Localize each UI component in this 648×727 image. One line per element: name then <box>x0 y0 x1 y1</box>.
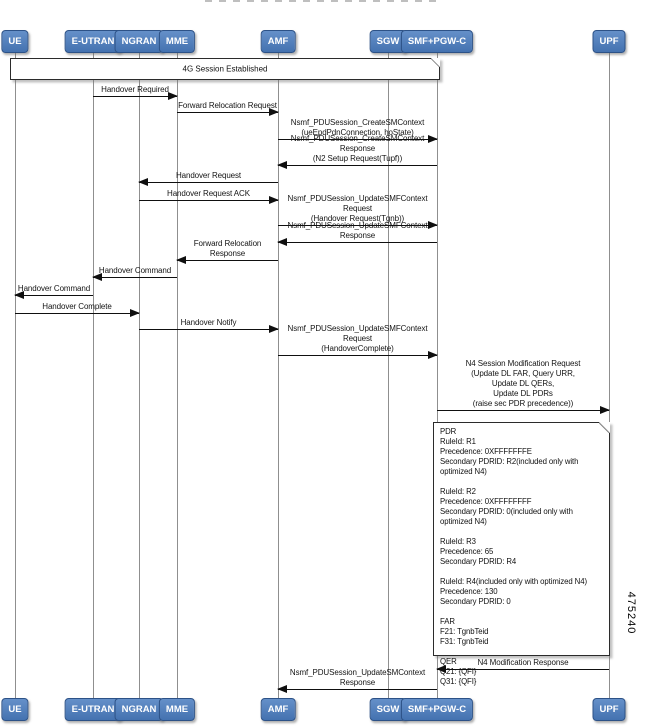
arrowhead-right-icon <box>130 309 140 317</box>
arrowhead-right-icon <box>428 135 438 143</box>
arrowhead-left-icon <box>138 178 148 186</box>
pdr-detail-note: PDR RuleId: R1 Precedence: 0XFFFFFFFE Se… <box>433 422 610 686</box>
message-line <box>139 329 278 330</box>
message-line <box>278 355 437 356</box>
arrowhead-left-icon <box>277 238 287 246</box>
message-line <box>15 295 93 296</box>
arrowhead-right-icon <box>428 221 438 229</box>
actor-ue: UE <box>1 30 29 53</box>
message-label: Nsmf_PDUSession_CreateSMContext Response… <box>290 134 425 163</box>
arrowhead-left-icon <box>277 685 287 693</box>
message-label: Handover Complete <box>42 302 112 311</box>
message-label: Nsmf_PDUSession_UpdateSMContext Response <box>289 668 426 687</box>
message-line <box>437 669 609 670</box>
lifeline-mme <box>176 52 178 698</box>
message-label: Nsmf_PDUSession_CreateSMContext (ueEpdPd… <box>290 118 425 137</box>
lifeline-ngran <box>138 52 140 698</box>
message-label: Handover Request <box>175 171 242 180</box>
message-line <box>177 112 278 113</box>
message-line <box>93 277 177 278</box>
actor-ue: UE <box>1 698 29 721</box>
message-label: Nsmf_PDUSession_UpdateSMFContext Request… <box>287 324 428 353</box>
actor-smf-pgw-c: SMF+PGW-C <box>400 30 474 53</box>
message-label: N4 Modification Response <box>477 658 569 667</box>
arrowhead-right-icon <box>168 92 178 100</box>
message-label: Handover Notify <box>180 318 237 327</box>
message-label: Handover Request ACK <box>167 189 250 198</box>
arrowhead-left-icon <box>14 291 24 299</box>
message-label: Handover Required <box>101 85 169 94</box>
figure-number: 475240 <box>625 591 637 635</box>
arrowhead-right-icon <box>269 108 279 116</box>
message-label: Nsmf_PDUSession_UpdateSMFContext Respons… <box>287 221 428 240</box>
message-line <box>177 260 278 261</box>
lifeline-upf <box>608 52 610 698</box>
message-line <box>139 182 278 183</box>
note-fold-corner <box>431 58 440 67</box>
message-line <box>93 96 177 97</box>
message-line <box>278 165 437 166</box>
message-line <box>139 200 278 201</box>
message-label: Forward Relocation Response <box>193 239 262 258</box>
lifeline-sgw <box>387 52 389 698</box>
arrowhead-right-icon <box>428 351 438 359</box>
actor-mme: MME <box>158 698 196 721</box>
pdr-detail-note-text: PDR RuleId: R1 Precedence: 0XFFFFFFFE Se… <box>440 427 587 686</box>
arrowhead-right-icon <box>269 325 279 333</box>
lifeline-ue <box>14 52 16 698</box>
actor-e-utran: E-UTRAN <box>64 698 122 721</box>
actor-amf: AMF <box>260 698 296 721</box>
actor-ngran: NGRAN <box>114 30 164 53</box>
cropped-caption-artifact <box>205 0 443 2</box>
arrowhead-left-icon <box>436 665 446 673</box>
message-line <box>278 139 437 140</box>
actor-upf: UPF <box>592 698 626 721</box>
message-line <box>278 689 437 690</box>
message-label: N4 Session Modification Request (Update … <box>465 359 581 408</box>
actor-ngran: NGRAN <box>114 698 164 721</box>
arrowhead-left-icon <box>277 161 287 169</box>
message-line <box>15 313 139 314</box>
message-line <box>278 242 437 243</box>
actor-smf-pgw-c: SMF+PGW-C <box>400 698 474 721</box>
lifeline-amf <box>277 52 279 698</box>
message-label: Handover Command <box>98 266 172 275</box>
arrowhead-left-icon <box>176 256 186 264</box>
session-established-note: 4G Session Established <box>10 58 440 80</box>
message-line <box>437 410 609 411</box>
note-fold-corner <box>599 422 610 433</box>
actor-mme: MME <box>158 30 196 53</box>
actor-upf: UPF <box>592 30 626 53</box>
actor-e-utran: E-UTRAN <box>64 30 122 53</box>
message-label: Forward Relocation Request <box>178 101 277 110</box>
message-label: Nsmf_PDUSession_UpdateSMFContext Request… <box>287 194 428 223</box>
lifeline-smf-pgw-c <box>436 52 438 698</box>
arrowhead-left-icon <box>92 273 102 281</box>
arrowhead-right-icon <box>600 406 610 414</box>
actor-amf: AMF <box>260 30 296 53</box>
arrowhead-right-icon <box>269 196 279 204</box>
lifeline-e-utran <box>92 52 94 698</box>
message-line <box>278 225 437 226</box>
message-label: Handover Command <box>17 284 91 293</box>
session-established-label: 4G Session Established <box>182 64 268 74</box>
